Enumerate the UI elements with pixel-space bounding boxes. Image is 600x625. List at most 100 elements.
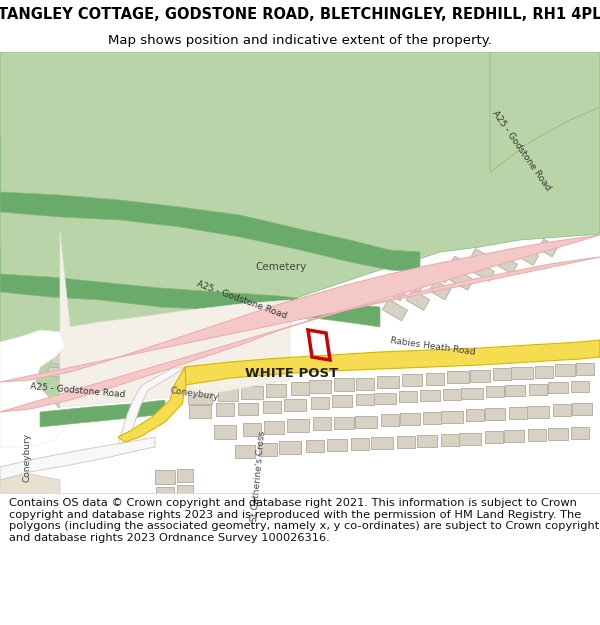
- Bar: [189, 406, 211, 419]
- Bar: [527, 406, 549, 418]
- Bar: [238, 403, 258, 415]
- Bar: [332, 395, 352, 407]
- Bar: [451, 270, 473, 290]
- Bar: [485, 408, 505, 420]
- Bar: [92, 349, 109, 361]
- Bar: [548, 382, 568, 394]
- Bar: [485, 431, 503, 443]
- Bar: [429, 280, 451, 300]
- Text: A25 - Godstone Road: A25 - Godstone Road: [490, 109, 552, 192]
- Polygon shape: [0, 235, 600, 412]
- Bar: [71, 351, 89, 362]
- Text: Map shows position and indicative extent of the property.: Map shows position and indicative extent…: [108, 34, 492, 47]
- Polygon shape: [118, 368, 185, 444]
- Polygon shape: [185, 340, 600, 385]
- Bar: [400, 413, 420, 425]
- Text: Cemetery: Cemetery: [255, 262, 306, 272]
- Bar: [406, 290, 430, 310]
- Bar: [417, 435, 437, 447]
- Polygon shape: [60, 232, 290, 407]
- Bar: [571, 427, 589, 439]
- Bar: [206, 323, 224, 337]
- Text: Coneybury: Coneybury: [22, 433, 31, 482]
- Bar: [241, 386, 263, 399]
- Bar: [406, 276, 424, 292]
- Bar: [309, 381, 331, 394]
- Bar: [548, 428, 568, 440]
- Bar: [155, 470, 175, 484]
- Bar: [461, 389, 483, 399]
- Bar: [218, 389, 238, 401]
- Bar: [494, 254, 517, 274]
- Bar: [340, 288, 361, 305]
- Bar: [420, 391, 440, 401]
- Bar: [473, 262, 494, 281]
- Bar: [249, 321, 271, 338]
- Bar: [466, 409, 484, 421]
- Bar: [397, 436, 415, 448]
- Text: Rabies Heath Road: Rabies Heath Road: [390, 336, 476, 357]
- Bar: [505, 386, 525, 396]
- Bar: [235, 446, 255, 459]
- Bar: [156, 488, 174, 501]
- Bar: [311, 397, 329, 409]
- Polygon shape: [0, 52, 600, 432]
- Text: St Catherine's Cross: St Catherine's Cross: [250, 431, 267, 522]
- Bar: [441, 434, 459, 446]
- Bar: [447, 371, 469, 383]
- Bar: [263, 401, 281, 413]
- Polygon shape: [0, 474, 60, 542]
- Text: WHITE POST: WHITE POST: [245, 367, 338, 380]
- Bar: [279, 441, 301, 454]
- Text: A25 - Godstone Road: A25 - Godstone Road: [30, 382, 126, 399]
- Bar: [538, 239, 557, 257]
- Bar: [399, 391, 417, 402]
- Bar: [47, 367, 62, 377]
- Bar: [351, 438, 369, 450]
- Bar: [306, 440, 324, 452]
- Bar: [470, 249, 490, 266]
- Bar: [535, 366, 553, 378]
- Bar: [15, 498, 29, 516]
- Bar: [426, 373, 444, 385]
- Bar: [423, 412, 441, 424]
- Bar: [284, 399, 306, 411]
- Bar: [470, 370, 490, 382]
- Bar: [216, 404, 234, 416]
- Bar: [177, 486, 193, 499]
- Bar: [180, 521, 196, 533]
- Bar: [287, 419, 309, 432]
- Bar: [529, 384, 547, 396]
- Bar: [509, 407, 527, 419]
- Polygon shape: [490, 52, 600, 172]
- Bar: [356, 378, 374, 390]
- Bar: [402, 374, 422, 386]
- Bar: [334, 417, 354, 429]
- Bar: [177, 469, 193, 482]
- Bar: [243, 424, 261, 436]
- Bar: [155, 523, 175, 535]
- Polygon shape: [40, 400, 165, 427]
- Bar: [188, 390, 212, 404]
- Bar: [528, 429, 546, 441]
- Polygon shape: [0, 330, 65, 447]
- Bar: [381, 414, 399, 426]
- Bar: [266, 384, 286, 398]
- Bar: [295, 304, 316, 321]
- Bar: [371, 437, 393, 449]
- Bar: [443, 389, 461, 401]
- Polygon shape: [0, 247, 380, 327]
- Bar: [259, 444, 277, 456]
- Bar: [430, 265, 450, 283]
- Bar: [334, 379, 354, 391]
- Bar: [356, 394, 374, 406]
- Bar: [228, 316, 244, 329]
- Text: TANGLEY COTTAGE, GODSTONE ROAD, BLETCHINGLEY, REDHILL, RH1 4PL: TANGLEY COTTAGE, GODSTONE ROAD, BLETCHIN…: [0, 7, 600, 22]
- Bar: [52, 353, 68, 364]
- Bar: [555, 364, 575, 376]
- Bar: [576, 363, 594, 375]
- Bar: [327, 439, 347, 451]
- Bar: [572, 403, 592, 415]
- Bar: [355, 416, 377, 428]
- Bar: [504, 430, 524, 442]
